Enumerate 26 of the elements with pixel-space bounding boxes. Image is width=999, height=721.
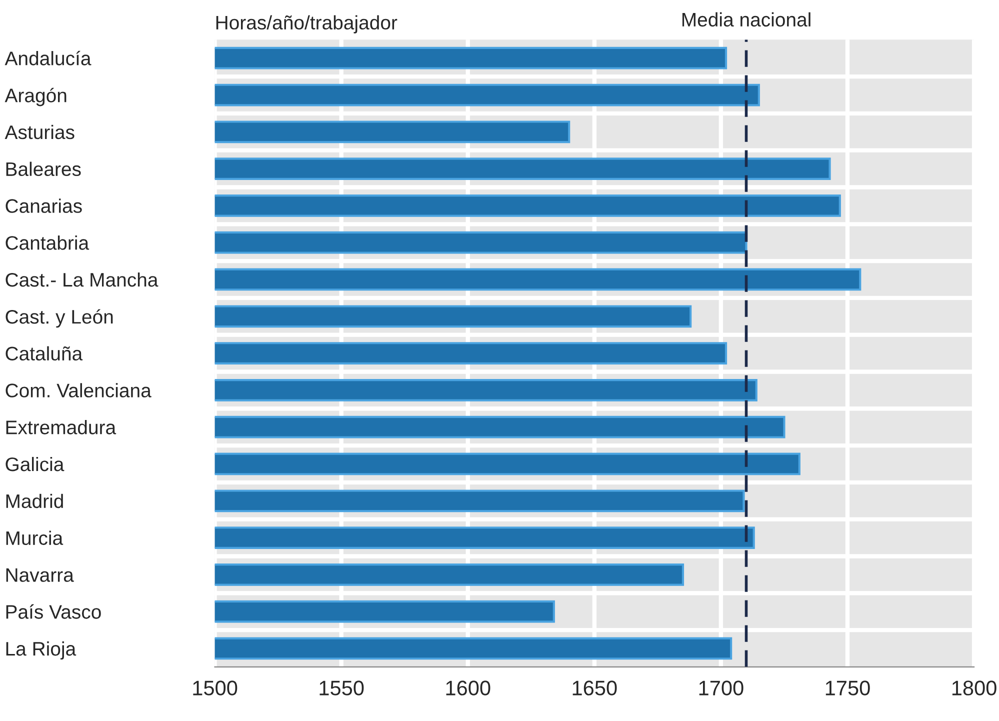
x-tick-label: 1500 bbox=[193, 680, 238, 696]
y-tick-label: Galicia bbox=[6, 456, 64, 472]
x-tick-label: 1600 bbox=[446, 680, 490, 696]
y-tick-label: País Vasco bbox=[6, 604, 101, 619]
x-tick-label: 1550 bbox=[320, 680, 364, 696]
y-tick-label: Canarias bbox=[6, 198, 82, 213]
x-tick-label: 1700 bbox=[699, 680, 744, 696]
y-tick-label: Cast.- La Mancha bbox=[6, 272, 158, 287]
x-tick-label: 1750 bbox=[826, 680, 870, 696]
y-tick-label: Cantabria bbox=[6, 236, 90, 250]
x-tick-label: 1650 bbox=[572, 680, 617, 696]
y-tick-label: Navarra bbox=[6, 568, 74, 582]
y-tick-label: Baleares bbox=[6, 162, 81, 176]
y-tick-label: Asturias bbox=[4, 124, 74, 140]
x-tick-label: 1800 bbox=[952, 680, 996, 696]
y-tick-label: Com. Valenciana bbox=[6, 383, 152, 398]
y-tick-label: Cataluña bbox=[6, 346, 83, 361]
y-tick-label: Extremadura bbox=[6, 420, 116, 434]
y-tick-label: La Rioja bbox=[6, 641, 76, 660]
text: Horas/año/trabajador bbox=[216, 15, 398, 34]
y-tick-label: Andalucía bbox=[4, 50, 92, 66]
ref-line-label: Media nacional bbox=[682, 12, 810, 27]
y-tick-label: Murcia bbox=[6, 530, 64, 546]
y-tick-label: Madrid bbox=[6, 494, 63, 508]
y-tick-label: Cast. y León bbox=[6, 309, 113, 328]
y-tick-label: Aragón bbox=[4, 88, 66, 106]
